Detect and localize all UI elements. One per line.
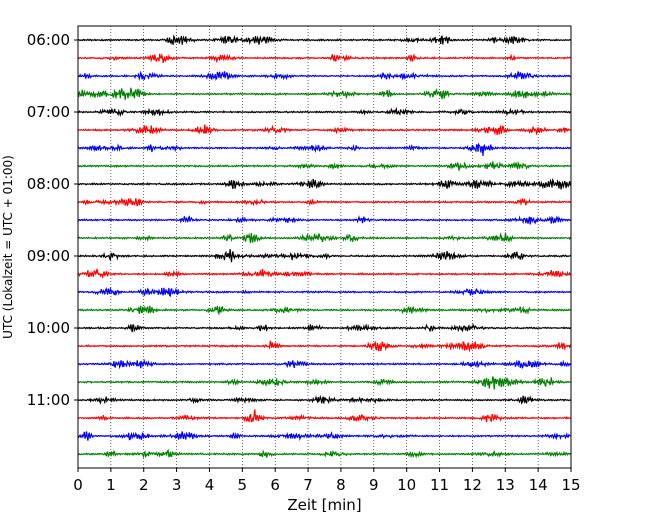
- trace-line: [77, 53, 572, 64]
- trace-line: [77, 376, 571, 390]
- trace-line: [77, 409, 572, 423]
- y-axis-label: UTC (Lokalzeit = UTC + 01:00): [1, 155, 15, 339]
- x-axis-label: Zeit [min]: [287, 496, 361, 514]
- x-tick-label: 0: [73, 476, 83, 494]
- x-tick-label: 11: [430, 476, 449, 494]
- trace-line: [77, 248, 572, 263]
- x-axis-ticks: 0 1 2 3 4 5 6 7 8 9 10 11 12 13 14 15: [73, 468, 581, 494]
- trace-line: [77, 287, 572, 298]
- x-tick-label: 5: [238, 476, 248, 494]
- x-tick-label: 4: [205, 476, 215, 494]
- y-tick-label: 06:00: [27, 31, 70, 49]
- x-tick-label: 3: [172, 476, 182, 494]
- x-tick-label: 6: [270, 476, 280, 494]
- y-tick-label: 07:00: [27, 103, 70, 121]
- trace-line: [77, 70, 572, 82]
- trace-line: [77, 358, 572, 370]
- x-tick-label: 9: [369, 476, 379, 494]
- trace-line: [77, 323, 572, 333]
- x-tick-label: 8: [336, 476, 346, 494]
- x-tick-label: 14: [529, 476, 548, 494]
- trace-line: [77, 124, 572, 136]
- x-tick-label: 13: [496, 476, 515, 494]
- trace-line: [77, 232, 572, 244]
- trace-line: [77, 142, 572, 156]
- x-tick-label: 15: [561, 476, 580, 494]
- x-tick-label: 7: [303, 476, 313, 494]
- trace-line: [77, 430, 571, 442]
- trace-line: [77, 197, 572, 207]
- y-tick-label: 09:00: [27, 247, 70, 265]
- trace-group: [77, 34, 572, 459]
- x-tick-label: 10: [397, 476, 416, 494]
- x-tick-label: 2: [139, 476, 149, 494]
- trace-line: [77, 34, 572, 46]
- plot-frame: [77, 25, 572, 469]
- y-tick-label: 11:00: [27, 391, 70, 409]
- trace-line: [77, 87, 572, 100]
- trace-line: [77, 448, 572, 459]
- x-tick-label: 12: [463, 476, 482, 494]
- trace-line: [77, 394, 572, 405]
- x-tick-label: 1: [106, 476, 116, 494]
- y-tick-label: 10:00: [27, 319, 70, 337]
- trace-line: [77, 106, 572, 118]
- trace-line: [77, 305, 572, 316]
- trace-line: [77, 160, 572, 171]
- trace-line: [77, 340, 572, 353]
- y-tick-label: 08:00: [27, 175, 70, 193]
- y-axis-ticks: 06:00 07:00 08:00 09:00 10:00 11:00: [27, 31, 78, 409]
- trace-line: [77, 268, 572, 280]
- trace-line: [77, 178, 572, 190]
- trace-line: [77, 215, 572, 225]
